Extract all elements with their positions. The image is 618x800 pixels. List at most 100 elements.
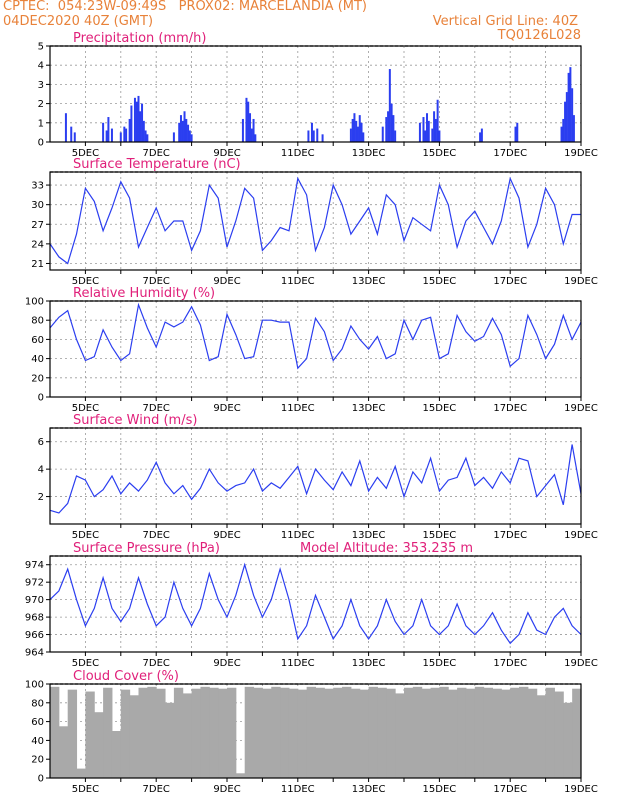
precip-bar xyxy=(312,130,315,142)
cloud-bar xyxy=(457,687,467,778)
x-tick-label: 15DEC xyxy=(423,658,457,669)
cloud-bar xyxy=(280,687,290,778)
x-tick-label: 11DEC xyxy=(281,658,315,669)
x-tick-label: 13DEC xyxy=(352,784,386,795)
panel-title: Precipitation (mm/h) xyxy=(73,31,206,46)
cloud-bar xyxy=(111,731,122,778)
panel-1: Surface Temperature (nC) 21 24 27 30 33 5DEC 7D… xyxy=(31,157,598,287)
x-tick-label: 17DEC xyxy=(493,784,527,795)
cloud-bar xyxy=(359,689,370,778)
header-grid-note: Vertical Grid Line: 40Z xyxy=(432,14,578,29)
precip-bar xyxy=(434,118,437,142)
y-tick-label: 966 xyxy=(25,630,44,641)
cloud-bar xyxy=(527,688,538,778)
header-model-id: TQ0126L028 xyxy=(497,28,581,43)
x-tick-label: 5DEC xyxy=(72,403,99,414)
precip-bar xyxy=(560,126,563,142)
x-tick-label: 13DEC xyxy=(352,658,386,669)
x-tick-label: 5DEC xyxy=(72,276,99,287)
cloud-bar xyxy=(404,687,414,778)
panel-4: Surface Pressure (hPa) Model Altitude: 35… xyxy=(25,541,598,669)
y-tick-label: 100 xyxy=(25,680,44,691)
cloud-bar xyxy=(350,688,361,778)
y-tick-label: 1 xyxy=(38,118,44,129)
y-tick-label: 40 xyxy=(31,354,44,365)
cloud-bar xyxy=(120,689,131,778)
cloud-bar xyxy=(147,686,157,778)
y-tick-label: 6 xyxy=(38,437,44,448)
precip-bar xyxy=(172,132,175,142)
cloud-bar xyxy=(94,712,104,778)
cloud-bar xyxy=(386,688,396,778)
precip-bar xyxy=(310,122,313,142)
cloud-bar xyxy=(103,687,113,778)
precip-bar xyxy=(565,92,568,142)
precip-bar xyxy=(571,88,574,142)
cloud-bar xyxy=(448,689,458,778)
precip-bar xyxy=(119,132,122,142)
cloud-bar xyxy=(191,688,201,778)
cloud-bar xyxy=(519,686,529,778)
cloud-bar xyxy=(395,693,405,778)
y-tick-label: 0 xyxy=(38,138,44,149)
precip-bar xyxy=(250,128,253,142)
cloud-bar xyxy=(439,686,449,778)
precip-bar xyxy=(245,97,248,142)
y-tick-label: 20 xyxy=(31,755,44,766)
x-tick-label: 9DEC xyxy=(213,530,240,541)
precip-bar xyxy=(254,134,257,142)
precip-bar xyxy=(181,120,184,142)
y-tick-label: 27 xyxy=(31,220,44,231)
x-tick-label: 11DEC xyxy=(281,784,315,795)
cloud-bar xyxy=(483,687,493,778)
cloud-bar xyxy=(554,691,564,778)
cloud-bar xyxy=(288,688,299,778)
cloud-bar xyxy=(412,686,423,778)
cloud-bar xyxy=(501,689,511,778)
cloud-bar xyxy=(492,688,502,778)
panel-frame xyxy=(49,300,582,398)
x-tick-label: 19DEC xyxy=(564,658,598,669)
cloud-bar xyxy=(76,768,86,778)
header-line1: CPTEC: 054:23W-09:49S PROX02: MARCELANDI… xyxy=(3,0,368,14)
cloud-bar xyxy=(58,726,69,778)
y-tick-label: 80 xyxy=(31,316,44,327)
x-tick-label: 19DEC xyxy=(564,403,598,414)
precip-bar xyxy=(144,130,147,142)
x-tick-label: 19DEC xyxy=(564,530,598,541)
cloud-bar xyxy=(209,687,219,778)
x-tick-label: 7DEC xyxy=(143,276,170,287)
precip-bar xyxy=(390,103,393,142)
cloud-bar xyxy=(297,689,308,778)
cloud-bar xyxy=(315,687,325,778)
precip-bar xyxy=(387,111,390,142)
x-tick-label: 17DEC xyxy=(493,530,527,541)
precip-bar xyxy=(307,130,310,142)
precip-bar xyxy=(146,134,149,142)
y-tick-label: 970 xyxy=(25,595,44,606)
precip-bar xyxy=(185,118,188,142)
precip-bar xyxy=(426,113,429,142)
x-tick-label: 17DEC xyxy=(493,403,527,414)
cloud-bar xyxy=(572,688,582,778)
precip-bar xyxy=(190,134,193,142)
y-tick-label: 3 xyxy=(38,80,44,91)
series-line xyxy=(49,176,581,265)
precip-bar xyxy=(188,130,191,142)
y-tick-label: 968 xyxy=(25,613,44,624)
precip-bar xyxy=(130,105,133,142)
precip-bar xyxy=(316,128,319,142)
cloud-bar xyxy=(253,687,263,778)
header-date: 04DEC2020 40Z (GMT) xyxy=(3,14,154,29)
x-tick-label: 13DEC xyxy=(352,403,386,414)
cloud-bar xyxy=(156,688,166,778)
precip-bar xyxy=(139,111,142,142)
precip-bar xyxy=(249,113,252,142)
y-tick-label: 2 xyxy=(38,99,44,110)
precip-bar xyxy=(479,132,482,142)
cloud-bar xyxy=(182,693,193,778)
cloud-bar xyxy=(50,686,60,778)
x-tick-label: 7DEC xyxy=(143,658,170,669)
precip-bar xyxy=(351,118,354,142)
precip-bar xyxy=(358,115,361,142)
